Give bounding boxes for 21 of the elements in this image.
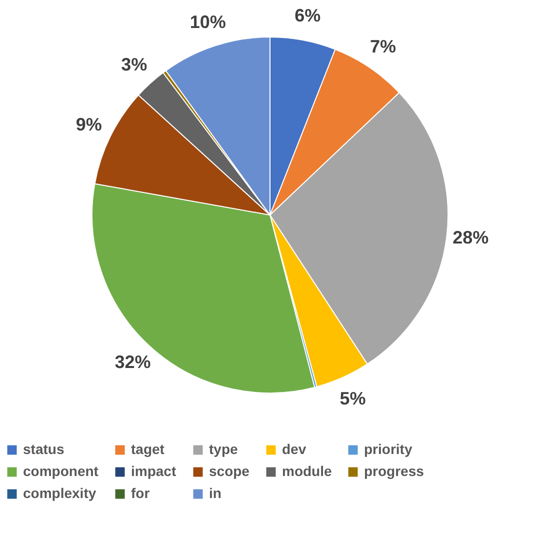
legend-label: priority: [364, 441, 412, 457]
legend-label: progress: [364, 463, 424, 479]
data-label: 32%: [114, 352, 151, 372]
legend-label: for: [131, 485, 150, 501]
legend-label: complexity: [23, 485, 96, 501]
legend-label: scope: [209, 463, 250, 479]
legend-label: module: [282, 463, 332, 479]
data-label: 28%: [452, 228, 489, 248]
data-label: 5%: [340, 388, 366, 408]
data-label: 9%: [76, 114, 102, 135]
legend-label: impact: [131, 463, 176, 479]
data-label: 6%: [294, 6, 321, 26]
legend-label: component: [23, 463, 99, 479]
data-label: 10%: [190, 12, 226, 32]
legend-label: dev: [282, 441, 306, 457]
legend-label: type: [209, 441, 238, 457]
legend-label: status: [23, 441, 64, 457]
legend-label: taget: [131, 441, 165, 457]
data-label: 7%: [370, 36, 396, 57]
data-label: 3%: [121, 54, 148, 75]
legend-label: in: [209, 485, 222, 501]
